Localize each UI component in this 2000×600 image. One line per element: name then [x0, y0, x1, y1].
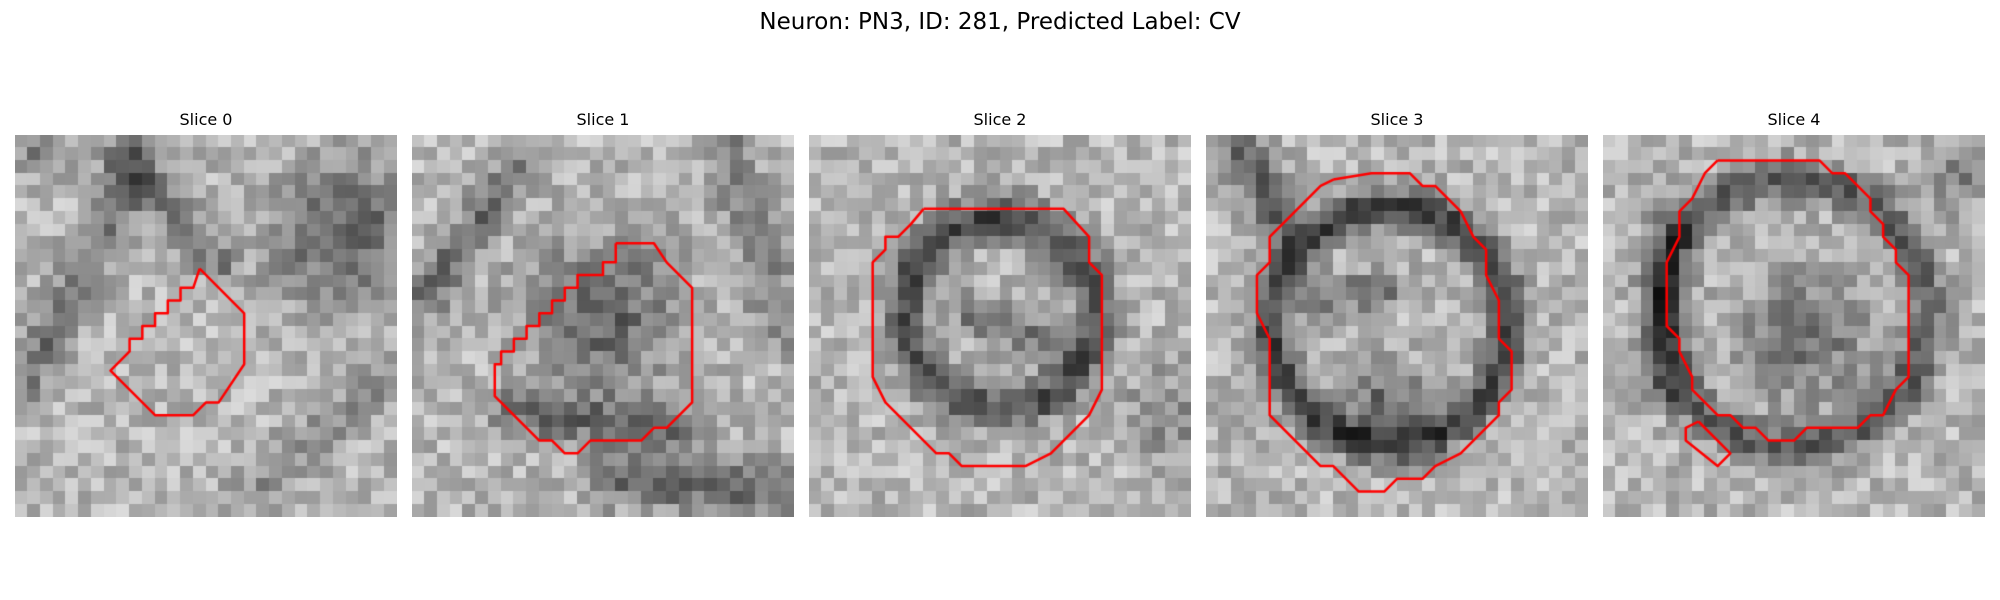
- slice-panel-3: Slice 3: [1206, 110, 1588, 517]
- slice-image-1: [412, 135, 794, 517]
- slice-panel-4: Slice 4: [1603, 110, 1985, 517]
- slice-title-1: Slice 1: [576, 110, 630, 129]
- slice-image-3: [1206, 135, 1588, 517]
- slice-title-2: Slice 2: [973, 110, 1027, 129]
- slice-panel-2: Slice 2: [809, 110, 1191, 517]
- slice-image-2: [809, 135, 1191, 517]
- slice-title-4: Slice 4: [1767, 110, 1821, 129]
- slice-title-3: Slice 3: [1370, 110, 1424, 129]
- slice-panel-1: Slice 1: [412, 110, 794, 517]
- slice-image-4: [1603, 135, 1985, 517]
- slice-title-0: Slice 0: [179, 110, 233, 129]
- figure-title: Neuron: PN3, ID: 281, Predicted Label: C…: [759, 9, 1241, 35]
- slice-panel-0: Slice 0: [15, 110, 397, 517]
- slice-image-0: [15, 135, 397, 517]
